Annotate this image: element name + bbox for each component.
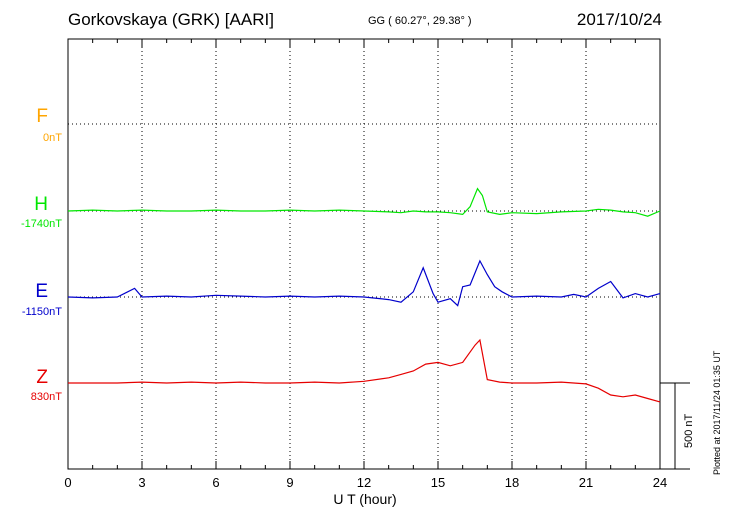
component-baseline-h: -1740nT [21, 218, 62, 230]
x-axis-label-text: U T (hour) [333, 491, 397, 507]
x-tick-label-3: 3 [138, 475, 145, 490]
plotted-timestamp: Plotted at 2017/11/24 01:35 UT [712, 350, 722, 475]
geographic-coordinates: GG ( 60.27°, 29.38° ) [368, 15, 472, 27]
scale-bar-label: 500 nT [683, 413, 695, 448]
series-line-e [67, 259, 661, 307]
x-tick-label-24: 24 [653, 475, 667, 490]
x-tick-label-6: 6 [212, 475, 219, 490]
plot-date: 2017/10/24 [576, 10, 662, 29]
component-baseline-z: 830nT [30, 391, 62, 403]
x-tick-label-21: 21 [579, 475, 593, 490]
x-axis-label: U T (hour) [0, 491, 730, 507]
scale-bar [660, 382, 690, 470]
component-baseline-f: 0nT [43, 132, 62, 144]
component-letter-e: E [35, 281, 48, 302]
x-tick-label-18: 18 [505, 475, 519, 490]
component-letter-f: F [36, 106, 48, 127]
grid-lines [68, 39, 660, 469]
x-tick-label-9: 9 [286, 475, 293, 490]
component-letter-h: H [34, 194, 48, 215]
component-letter-z: Z [36, 367, 48, 388]
series-line-h [67, 187, 661, 217]
x-tick-label-12: 12 [357, 475, 371, 490]
x-tick-label-15: 15 [431, 475, 445, 490]
series-line-z [68, 338, 661, 403]
x-tick-label-0: 0 [64, 475, 71, 490]
x-axis-ticks: 0 3 6 9 12 15 18 21 24 [64, 39, 667, 490]
station-title: Gorkovskaya (GRK) [AARI] [68, 10, 274, 29]
series-group [67, 187, 661, 403]
component-baseline-e: -1150nT [21, 306, 62, 318]
